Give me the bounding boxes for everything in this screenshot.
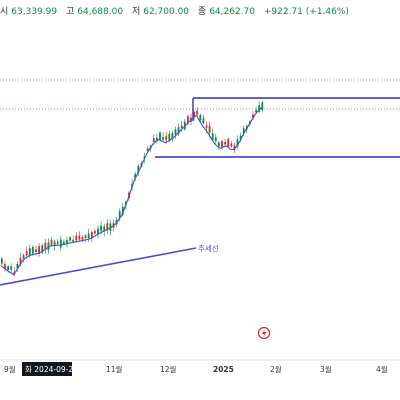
- candle-body: [72, 239, 75, 242]
- x-tick-apr: 4월: [376, 364, 388, 374]
- x-tick-nov: 11월: [106, 364, 123, 374]
- x-axis-highlight-label: 화 2024-09-24: [25, 365, 78, 374]
- candle-body: [22, 255, 25, 259]
- candle-body: [239, 135, 242, 140]
- candle-body: [84, 235, 87, 239]
- low-value: 62,700.00: [143, 7, 190, 17]
- high-key: 고: [65, 7, 75, 17]
- candle-body: [118, 211, 121, 219]
- candle-body: [35, 249, 37, 252]
- candle-body: [16, 264, 19, 269]
- candle-body: [159, 132, 161, 141]
- candle-body: [97, 228, 99, 235]
- candle-body: [53, 241, 56, 246]
- candle-body: [121, 206, 124, 215]
- candle-body: [233, 145, 236, 151]
- candle-body: [242, 128, 245, 134]
- candle-body: [193, 112, 195, 118]
- x-tick-dec: 12월: [160, 364, 177, 374]
- candle-body: [174, 129, 177, 135]
- x-tick-2025: 2025: [213, 365, 234, 374]
- candle-body: [137, 165, 140, 174]
- close-value: 64,262.70: [209, 7, 255, 17]
- candle-body: [19, 257, 22, 264]
- candle-body: [168, 133, 171, 141]
- candle-body: [236, 139, 239, 147]
- candle-body: [1, 258, 3, 264]
- candle-body: [171, 133, 174, 140]
- candle-body: [41, 245, 44, 253]
- close-key: 종: [197, 7, 207, 17]
- candle-body: [78, 235, 81, 240]
- ohlc-legend: 시 63,339.99 고 64,688.00 저 62,700.00 종 64,262…: [0, 4, 352, 18]
- high-value: 64,688.00: [77, 7, 124, 17]
- candle-body: [7, 266, 9, 270]
- candle-body: [165, 136, 168, 141]
- x-tick-mar: 3월: [320, 364, 332, 374]
- candle-body: [90, 231, 93, 238]
- candle-body: [221, 141, 223, 148]
- candle-body: [103, 226, 106, 232]
- candle-body: [94, 231, 96, 234]
- x-tick-feb: 2월: [270, 364, 282, 374]
- candle-body: [28, 248, 31, 256]
- candle-body: [211, 133, 214, 141]
- candle-body: [152, 138, 155, 142]
- candle-body: [261, 102, 264, 111]
- candle-body: [208, 125, 211, 133]
- lightning-icon[interactable]: [257, 326, 271, 340]
- candle-body: [224, 142, 226, 145]
- open-value: 63,339.99: [11, 7, 58, 17]
- candle-body: [162, 137, 164, 140]
- candle-body: [75, 235, 78, 241]
- candle-body: [180, 125, 183, 128]
- candle-body: [38, 246, 40, 254]
- candle-body: [100, 225, 102, 231]
- moving-average-line: [0, 107, 262, 276]
- candle-body: [63, 241, 65, 245]
- candle-body: [87, 233, 90, 239]
- x-tick-sep: 9월: [4, 364, 16, 374]
- candle-body: [4, 264, 6, 270]
- candle-body: [69, 237, 71, 241]
- candle-body: [258, 105, 261, 112]
- change-value: +922.71 (+1.46%): [263, 7, 349, 17]
- candle-body: [32, 246, 34, 254]
- candle-body: [252, 114, 254, 119]
- candle-body: [134, 173, 137, 179]
- candle-body: [106, 223, 109, 231]
- candle-body: [56, 241, 59, 244]
- candle-body: [47, 242, 50, 251]
- candle-body: [255, 110, 257, 113]
- candle-body: [146, 148, 149, 152]
- candle-body: [59, 239, 62, 248]
- trendline[interactable]: [0, 247, 197, 286]
- x-axis-highlight: 화 2024-09-24: [22, 362, 78, 376]
- candle-body: [50, 239, 53, 245]
- candle-body: [156, 137, 158, 142]
- candle-body: [81, 236, 84, 240]
- candle-body: [230, 143, 233, 147]
- candle-body: [196, 110, 199, 115]
- trendline-label: 추세선: [198, 244, 219, 253]
- candle-body: [44, 242, 47, 250]
- candle-body: [214, 137, 217, 142]
- candle-body: [199, 114, 202, 121]
- candle-body: [187, 116, 189, 124]
- candle-body: [10, 266, 13, 270]
- candle-body: [205, 125, 208, 128]
- candle-body: [218, 142, 220, 147]
- candle-body: [202, 118, 205, 124]
- candle-body: [25, 251, 28, 256]
- open-key: 시: [0, 7, 9, 17]
- candle-body: [177, 127, 180, 134]
- candle-body: [227, 138, 230, 147]
- candle-body: [66, 240, 68, 244]
- low-key: 저: [131, 7, 141, 17]
